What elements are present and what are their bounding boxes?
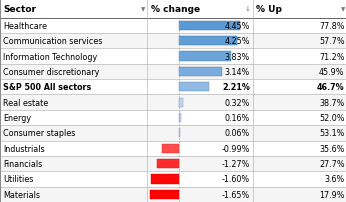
Bar — [0, 95, 346, 110]
Bar — [179, 83, 209, 92]
Text: -0.99%: -0.99% — [221, 144, 250, 153]
Bar — [162, 144, 179, 153]
Text: 2.21%: 2.21% — [222, 83, 250, 92]
Text: Healthcare: Healthcare — [3, 22, 47, 31]
Bar — [179, 52, 231, 61]
Text: 4.45%: 4.45% — [225, 22, 250, 31]
Text: S&P 500 All sectors: S&P 500 All sectors — [3, 83, 92, 92]
Bar — [0, 34, 346, 49]
Bar — [179, 98, 183, 107]
Text: % change: % change — [151, 5, 200, 14]
Text: 57.7%: 57.7% — [319, 37, 345, 46]
Text: -1.60%: -1.60% — [222, 175, 250, 184]
Bar — [179, 67, 222, 77]
Text: Consumer staples: Consumer staples — [3, 129, 76, 138]
Bar — [0, 19, 346, 34]
Bar — [0, 110, 346, 126]
Text: Information Technology: Information Technology — [3, 52, 98, 61]
Bar — [151, 175, 179, 184]
Text: % Up: % Up — [256, 5, 282, 14]
Text: -1.27%: -1.27% — [221, 159, 250, 168]
Text: ↓: ↓ — [245, 6, 251, 12]
Bar — [0, 64, 346, 80]
Bar — [179, 98, 183, 107]
Text: 71.2%: 71.2% — [319, 52, 345, 61]
Text: Materials: Materials — [3, 190, 40, 199]
Text: 0.32%: 0.32% — [225, 98, 250, 107]
Text: 45.9%: 45.9% — [319, 68, 345, 77]
Bar — [0, 80, 346, 95]
Text: 3.83%: 3.83% — [225, 52, 250, 61]
Bar — [179, 37, 237, 46]
Text: ▼: ▼ — [141, 7, 145, 12]
Text: Communication services: Communication services — [3, 37, 103, 46]
Bar — [179, 52, 231, 61]
Text: Energy: Energy — [3, 114, 31, 122]
Text: Consumer discretionary: Consumer discretionary — [3, 68, 100, 77]
Text: 38.7%: 38.7% — [319, 98, 345, 107]
Bar — [0, 126, 346, 141]
Bar — [0, 187, 346, 202]
Bar — [162, 144, 179, 153]
Text: 27.7%: 27.7% — [319, 159, 345, 168]
Bar — [179, 113, 181, 123]
Bar — [179, 129, 180, 138]
Text: 52.0%: 52.0% — [319, 114, 345, 122]
Bar — [0, 156, 346, 171]
Text: 4.25%: 4.25% — [224, 37, 250, 46]
Text: 17.9%: 17.9% — [319, 190, 345, 199]
Text: 77.8%: 77.8% — [319, 22, 345, 31]
Bar — [179, 83, 209, 92]
Bar — [179, 22, 240, 31]
Bar — [179, 67, 222, 77]
Text: 3.6%: 3.6% — [324, 175, 345, 184]
Text: Utilities: Utilities — [3, 175, 34, 184]
Bar — [0, 0, 346, 19]
Bar — [157, 159, 179, 168]
Text: 53.1%: 53.1% — [319, 129, 345, 138]
Bar — [150, 190, 179, 199]
Text: 35.6%: 35.6% — [319, 144, 345, 153]
Bar — [151, 175, 179, 184]
Text: 3.14%: 3.14% — [225, 68, 250, 77]
Bar — [0, 141, 346, 156]
Bar — [0, 171, 346, 187]
Bar — [157, 159, 179, 168]
Text: 0.16%: 0.16% — [225, 114, 250, 122]
Bar — [150, 190, 179, 199]
Bar — [179, 113, 181, 123]
Bar — [179, 37, 237, 46]
Text: -1.65%: -1.65% — [221, 190, 250, 199]
Text: Sector: Sector — [3, 5, 36, 14]
Text: 46.7%: 46.7% — [317, 83, 345, 92]
Bar — [0, 49, 346, 64]
Text: 0.06%: 0.06% — [225, 129, 250, 138]
Bar — [179, 129, 180, 138]
Text: Real estate: Real estate — [3, 98, 49, 107]
Text: ▼: ▼ — [341, 7, 345, 12]
Text: Financials: Financials — [3, 159, 43, 168]
Text: Industrials: Industrials — [3, 144, 45, 153]
Bar — [179, 22, 240, 31]
